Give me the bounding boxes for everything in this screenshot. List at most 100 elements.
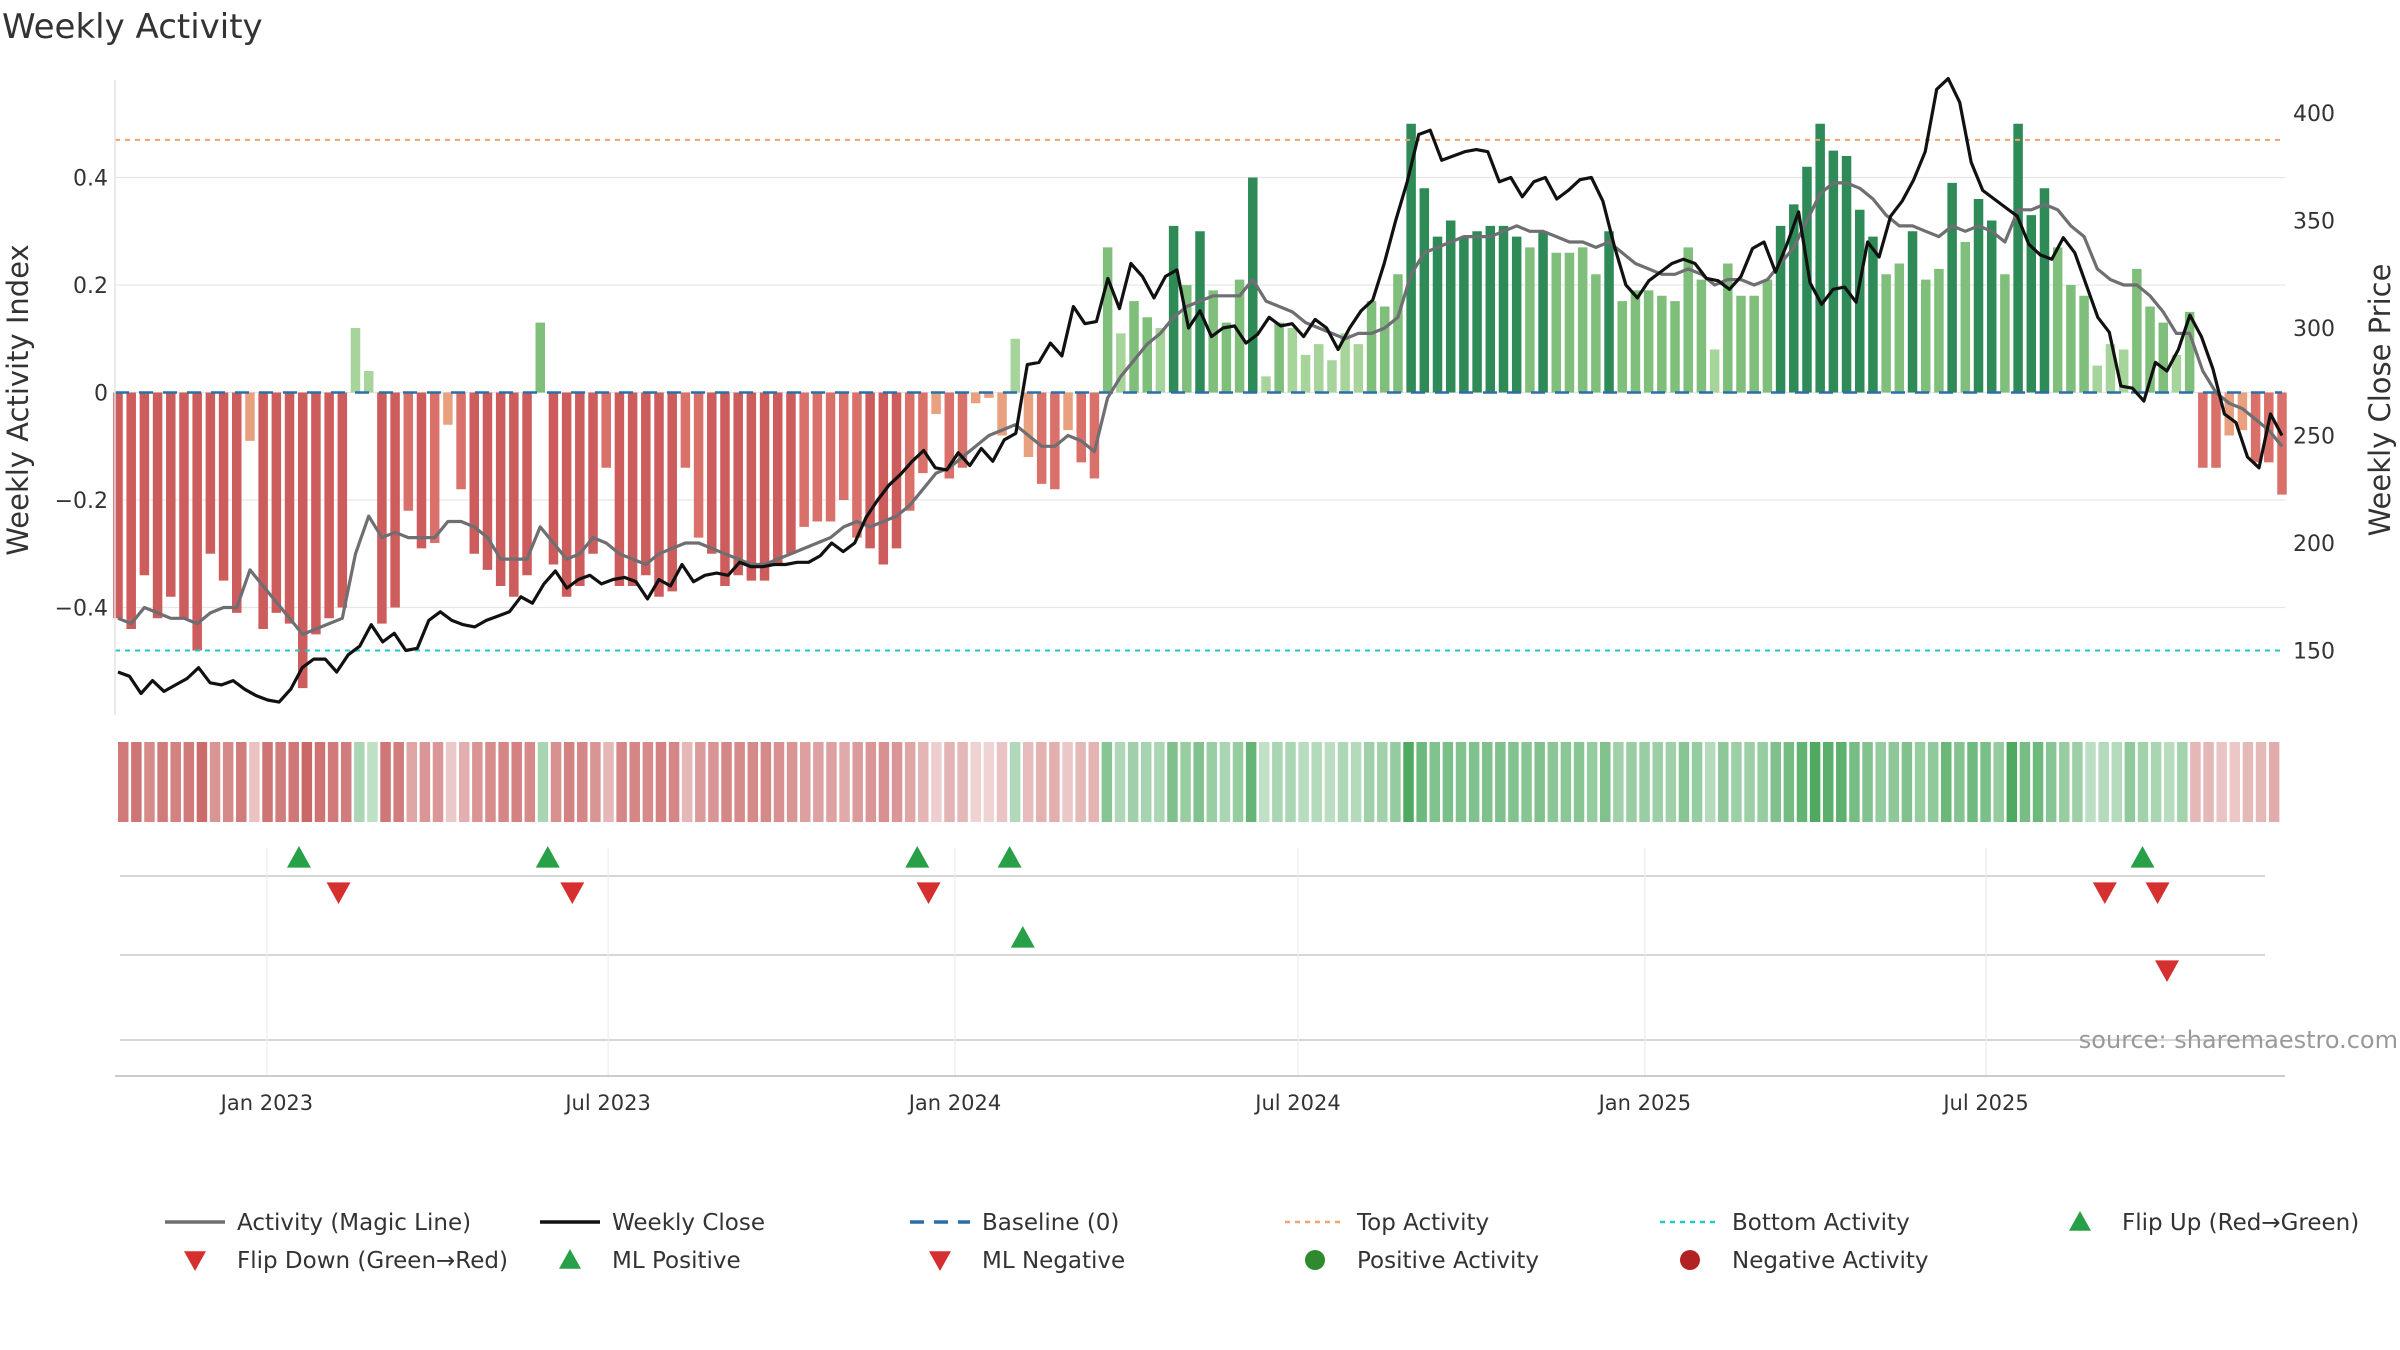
activity-bar — [944, 392, 955, 479]
activity-bar — [2105, 344, 2116, 393]
heat-strip-cell — [2032, 742, 2044, 822]
heat-strip-cell — [1481, 742, 1493, 822]
heat-strip-cell — [380, 742, 391, 822]
heat-strip-cell — [1140, 742, 1152, 822]
heat-strip-cell — [1560, 742, 1572, 822]
heat-strip-cell — [2203, 742, 2214, 822]
activity-bar — [1736, 295, 1746, 393]
heat-strip-cell — [1390, 742, 1401, 822]
heat-strip-cell — [1993, 742, 2004, 822]
legend-item-ml_negative: ML Negative — [929, 1248, 1125, 1274]
heat-strip-cell — [957, 742, 968, 822]
heat-strip-cell — [1193, 742, 1204, 822]
heat-strip-cell — [2242, 742, 2254, 822]
activity-bar — [258, 392, 268, 629]
activity-bar — [482, 392, 493, 570]
heat-strip-cell — [1036, 742, 1047, 822]
legend-swatch — [929, 1251, 951, 1271]
legend-label: ML Negative — [982, 1248, 1125, 1274]
x-tick-label: Jul 2025 — [1941, 1091, 2028, 1115]
heat-strip-cell — [1626, 742, 1637, 822]
heat-strip-cell — [144, 742, 155, 822]
activity-bar — [1050, 392, 1060, 490]
y-right-tick-label: 200 — [2293, 532, 2335, 557]
legend-item-magic_line: Activity (Magic Line) — [165, 1210, 471, 1236]
legend-label: Negative Activity — [1732, 1248, 1929, 1274]
activity-bar — [1973, 199, 1984, 393]
heat-strip-cell — [1429, 742, 1441, 822]
activity-bar — [1511, 236, 1522, 393]
y-right-tick-label: 150 — [2293, 640, 2335, 665]
legend-item-ml_positive: ML Positive — [559, 1248, 741, 1274]
activity-bar — [1802, 166, 1812, 393]
activity-bar — [1445, 220, 1456, 393]
activity-bar — [1182, 285, 1192, 393]
activity-bar — [667, 392, 677, 592]
heat-strip-cell — [1967, 742, 1978, 822]
activity-bar — [2026, 215, 2037, 393]
heat-strip-cell — [1127, 742, 1139, 822]
heat-strip-cell — [629, 742, 640, 822]
activity-bar — [1815, 123, 1825, 393]
activity-bar — [707, 392, 717, 554]
legend-label: ML Positive — [612, 1248, 741, 1274]
series-lines — [117, 76, 2284, 704]
activity-bar — [1287, 328, 1298, 393]
axes: 0.4 0.2 0 −0.2 −0.4 400 350 300 250 200 150 — [55, 80, 2335, 715]
flip-down-marker — [326, 882, 351, 904]
heat-strip-cell — [1468, 742, 1480, 822]
heat-strip-cell — [406, 742, 418, 822]
activity-bar — [2000, 274, 2010, 393]
heat-strip-cell — [1639, 742, 1650, 822]
legend-item-pos_dot: Positive Activity — [1305, 1248, 1539, 1274]
heat-strip-cell — [131, 742, 142, 822]
heat-strip-cell — [2059, 742, 2070, 822]
activity-bar — [878, 392, 889, 565]
heat-strip-cell — [1062, 742, 1073, 822]
heat-strip-cell — [1927, 742, 1939, 822]
activity-bar — [218, 392, 229, 581]
x-tick-label: Jul 2024 — [1253, 1091, 1340, 1115]
heat-strip-cell — [1298, 742, 1309, 822]
activity-bar — [1432, 236, 1443, 393]
heat-strip-cell — [1009, 742, 1021, 822]
activity-bar — [654, 392, 664, 597]
heat-strip-cell — [1206, 742, 1218, 822]
heat-strip-cell — [1980, 742, 1991, 822]
activity-bar — [575, 392, 585, 586]
activity-bar — [1670, 301, 1680, 393]
activity-bars — [113, 123, 2287, 689]
heat-strip-cell — [1377, 742, 1388, 822]
activity-bar — [957, 392, 968, 468]
activity-bar — [891, 392, 902, 549]
activity-bar — [390, 392, 400, 608]
heat-strip-cell — [2006, 742, 2018, 822]
y-right-tick-label: 400 — [2293, 102, 2335, 127]
activity-bar — [614, 392, 625, 586]
heat-strip-cell — [209, 742, 221, 822]
flip-down-marker — [916, 882, 941, 904]
heat-strip-cell — [472, 742, 483, 822]
activity-bar — [997, 392, 1007, 436]
activity-bar — [1089, 392, 1100, 479]
activity-bar — [1155, 328, 1166, 393]
activity-bar — [1934, 268, 1944, 393]
heat-strip-cell — [118, 742, 129, 822]
y-right-axis-label: Weekly Close Price — [2363, 264, 2397, 537]
activity-bar — [1723, 263, 1733, 393]
heat-strip-cell — [550, 742, 562, 822]
heat-strip-cell — [2137, 742, 2149, 822]
flip-down-marker — [2145, 882, 2170, 904]
legend-item-top: Top Activity — [1285, 1210, 1489, 1236]
heat-strip-cell — [1508, 742, 1519, 822]
heat-strip-cell — [2098, 742, 2109, 822]
y-left-tick-label: −0.4 — [55, 597, 108, 622]
heat-strip-cell — [1586, 742, 1598, 822]
flip-down-marker — [560, 882, 585, 904]
activity-bar — [1036, 392, 1047, 484]
heat-strip-cell — [603, 742, 614, 822]
heat-strip-cell — [773, 742, 785, 822]
heat-strip-cell — [760, 742, 772, 822]
activity-bar — [548, 392, 559, 565]
